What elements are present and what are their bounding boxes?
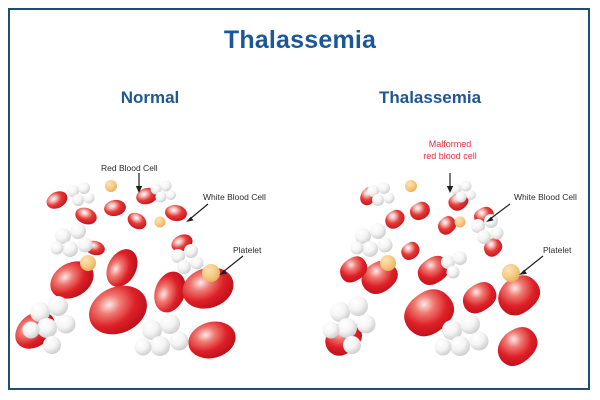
thalassemia-panel-art (322, 180, 541, 367)
page-title: Thalassemia (223, 26, 377, 54)
label-platelet-normal: Platelet (233, 245, 262, 255)
leader-plt-normal (222, 255, 244, 273)
platelet-group-thalassemia (380, 180, 520, 282)
label-white-blood-cell-thal: White Blood Cell (514, 192, 577, 202)
label-red-blood-cell: Red Blood Cell (101, 163, 158, 173)
white-blood-cell-group-normal (22, 180, 204, 356)
label-platelet-thal: Platelet (543, 245, 572, 255)
leader-wbc-normal (189, 203, 209, 220)
malformed-red-blood-cell-group (325, 186, 541, 367)
panel-heading-normal: Normal (120, 88, 180, 107)
leader-lines (135, 173, 544, 275)
label-malformed-line1: Malformed (428, 139, 472, 149)
white-blood-cell-group-thalassemia (322, 180, 504, 356)
label-malformed-red-blood-cell: Malformed red blood cell (390, 139, 510, 162)
label-malformed-line2: red blood cell (423, 150, 477, 161)
leader-wbc-thal (489, 203, 511, 220)
leader-plt-thal (522, 255, 544, 273)
normal-panel-art (15, 180, 236, 359)
panel-heading-thalassemia: Thalassemia (378, 88, 482, 107)
platelet-group-normal (80, 180, 220, 282)
label-white-blood-cell-normal: White Blood Cell (203, 192, 266, 202)
